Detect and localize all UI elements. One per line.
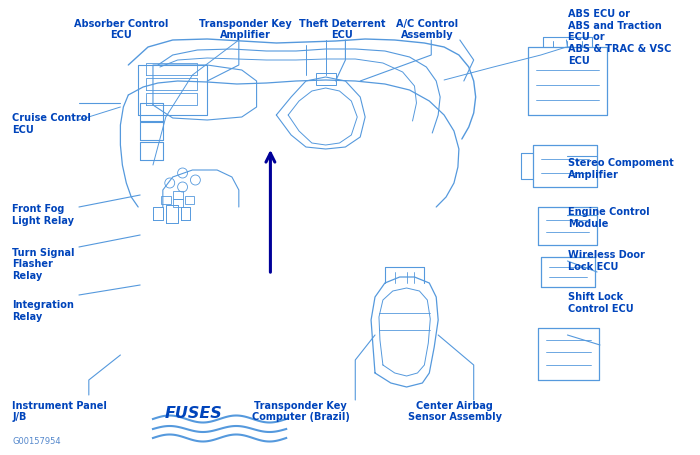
Text: A/C Control
Assembly: A/C Control Assembly <box>396 19 458 40</box>
Text: Cruise Control
ECU: Cruise Control ECU <box>13 113 91 135</box>
Text: ABS ECU or
ABS and Traction
ECU or
ABS & TRAC & VSC
ECU: ABS ECU or ABS and Traction ECU or ABS &… <box>568 9 671 66</box>
Bar <box>173 192 183 200</box>
Bar <box>185 197 195 205</box>
Text: Transponder Key
Amplifier: Transponder Key Amplifier <box>199 19 292 40</box>
Text: Engine Control
Module: Engine Control Module <box>568 207 650 228</box>
Text: Stereo Compoment
Amplifier: Stereo Compoment Amplifier <box>568 157 673 179</box>
Bar <box>316 74 335 86</box>
Text: Absorber Control
ECU: Absorber Control ECU <box>74 19 168 40</box>
Text: Theft Deterrent
ECU: Theft Deterrent ECU <box>299 19 385 40</box>
Text: Instrument Panel
J/B: Instrument Panel J/B <box>13 399 107 421</box>
Bar <box>173 200 183 207</box>
Text: Integration
Relay: Integration Relay <box>13 299 74 321</box>
Text: Center Airbag
Sensor Assembly: Center Airbag Sensor Assembly <box>407 399 502 421</box>
Text: Wireless Door
Lock ECU: Wireless Door Lock ECU <box>568 249 645 271</box>
Text: G00157954: G00157954 <box>13 436 61 445</box>
Text: Shift Lock
Control ECU: Shift Lock Control ECU <box>568 292 634 313</box>
Text: Front Fog
Light Relay: Front Fog Light Relay <box>13 204 74 226</box>
Text: Turn Signal
Flasher
Relay: Turn Signal Flasher Relay <box>13 248 75 280</box>
Bar <box>161 197 171 205</box>
Text: FUSES: FUSES <box>164 405 222 420</box>
Text: Transponder Key
Computer (Brazil): Transponder Key Computer (Brazil) <box>251 399 349 421</box>
